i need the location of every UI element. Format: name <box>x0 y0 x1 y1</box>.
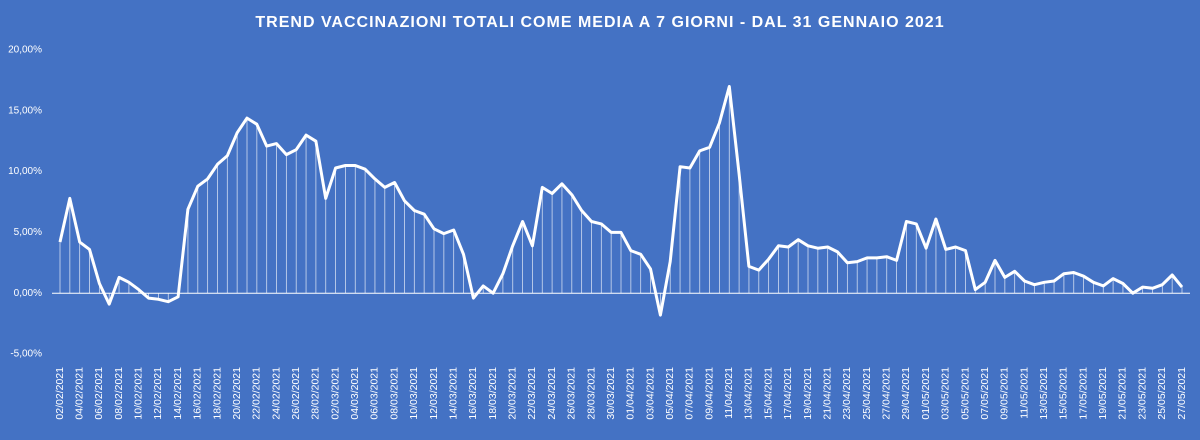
y-tick-label: 5,00% <box>14 227 42 238</box>
x-tick-label: 03/05/2021 <box>940 367 952 420</box>
x-tick-label: 20/02/2021 <box>231 367 243 420</box>
x-tick-label: 02/02/2021 <box>54 367 66 420</box>
x-tick-label: 10/02/2021 <box>133 367 145 420</box>
x-tick-label: 01/05/2021 <box>920 367 932 420</box>
x-tick-label: 14/03/2021 <box>447 367 459 420</box>
y-tick-label: 15,00% <box>8 105 42 116</box>
x-tick-label: 27/05/2021 <box>1176 367 1188 420</box>
x-tick-label: 15/05/2021 <box>1058 367 1070 420</box>
x-tick-label: 18/03/2021 <box>487 367 499 420</box>
x-tick-label: 23/05/2021 <box>1136 367 1148 420</box>
y-tick-label: 0,00% <box>14 288 42 299</box>
x-tick-label: 05/05/2021 <box>959 367 971 420</box>
x-tick-label: 17/04/2021 <box>782 367 794 420</box>
y-tick-label: 20,00% <box>8 45 42 56</box>
x-tick-label: 11/05/2021 <box>1018 367 1030 419</box>
trend-line <box>58 85 1184 317</box>
x-tick-label: 24/03/2021 <box>546 367 558 420</box>
x-tick-label: 02/03/2021 <box>329 367 341 420</box>
y-tick-label: 10,00% <box>8 166 42 177</box>
x-tick-label: 25/05/2021 <box>1156 367 1168 420</box>
x-tick-label: 30/03/2021 <box>605 367 617 420</box>
x-tick-label: 22/03/2021 <box>526 367 538 420</box>
x-tick-label: 06/02/2021 <box>93 367 105 420</box>
x-tick-label: 12/03/2021 <box>428 367 440 420</box>
x-tick-label: 20/03/2021 <box>507 367 519 420</box>
x-tick-label: 16/03/2021 <box>467 367 479 420</box>
y-tick-label: -5,00% <box>10 349 42 360</box>
x-tick-label: 22/02/2021 <box>251 367 263 420</box>
x-tick-label: 01/04/2021 <box>625 367 637 420</box>
x-tick-label: 18/02/2021 <box>211 367 223 420</box>
x-tick-label: 26/02/2021 <box>290 367 302 420</box>
x-tick-label: 21/05/2021 <box>1117 367 1129 420</box>
x-tick-label: 07/04/2021 <box>684 367 696 420</box>
x-tick-label: 05/04/2021 <box>664 367 676 420</box>
x-tick-label: 21/04/2021 <box>821 367 833 420</box>
x-tick-label: 09/05/2021 <box>999 367 1011 420</box>
chart-title: TREND VACCINAZIONI TOTALI COME MEDIA A 7… <box>255 14 944 31</box>
x-tick-label: 14/02/2021 <box>172 367 184 420</box>
x-tick-label: 28/03/2021 <box>585 367 597 420</box>
x-tick-label: 25/04/2021 <box>861 367 873 420</box>
x-tick-label: 04/02/2021 <box>73 367 85 420</box>
x-tick-label: 23/04/2021 <box>841 367 853 420</box>
x-tick-label: 27/04/2021 <box>881 367 893 420</box>
x-tick-label: 10/03/2021 <box>408 367 420 420</box>
x-tick-label: 13/04/2021 <box>743 367 755 420</box>
x-tick-label: 11/04/2021 <box>723 367 735 419</box>
x-tick-label: 08/03/2021 <box>388 367 400 420</box>
x-tick-label: 07/05/2021 <box>979 367 991 420</box>
x-tick-label: 03/04/2021 <box>644 367 656 420</box>
x-tick-label: 26/03/2021 <box>566 367 578 420</box>
x-tick-label: 15/04/2021 <box>762 367 774 420</box>
x-tick-label: 13/05/2021 <box>1038 367 1050 420</box>
x-tick-label: 19/05/2021 <box>1097 367 1109 420</box>
x-tick-label: 19/04/2021 <box>802 367 814 420</box>
x-tick-label: 04/03/2021 <box>349 367 361 420</box>
x-tick-label: 16/02/2021 <box>192 367 204 420</box>
x-tick-label: 12/02/2021 <box>152 367 164 420</box>
x-tick-label: 24/02/2021 <box>270 367 282 420</box>
x-tick-label: 29/04/2021 <box>900 367 912 420</box>
x-tick-label: 06/03/2021 <box>369 367 381 420</box>
x-tick-label: 08/02/2021 <box>113 367 125 420</box>
x-tick-label: 17/05/2021 <box>1077 367 1089 420</box>
x-tick-label: 28/02/2021 <box>310 367 322 420</box>
x-tick-label: 09/04/2021 <box>703 367 715 420</box>
